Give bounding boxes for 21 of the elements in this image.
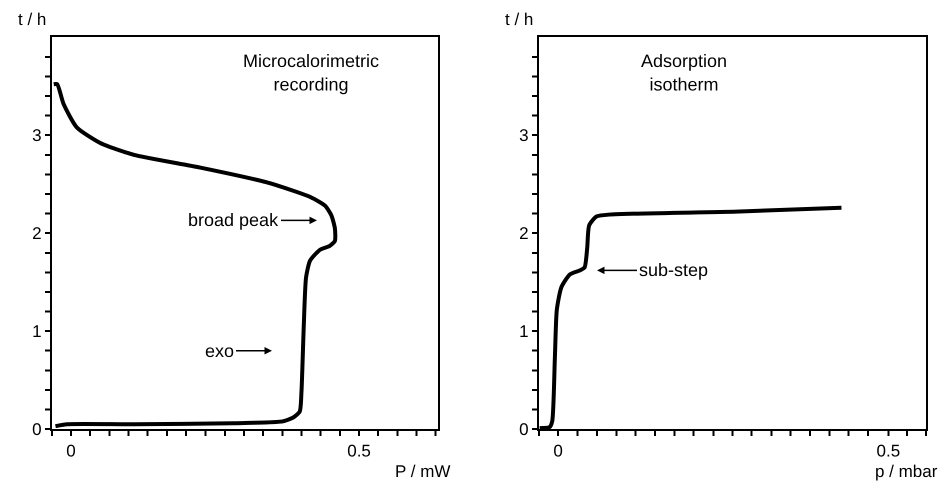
x-tick-label: 0 — [66, 442, 76, 461]
annotation: broad peak — [188, 210, 280, 230]
y-tick-label: 1 — [32, 322, 42, 342]
x-tick-label: 0 — [553, 442, 563, 461]
y-tick-label: 3 — [519, 126, 529, 146]
annotation: exo — [205, 341, 234, 361]
y-tick-label: 1 — [519, 322, 529, 342]
y-tick-label: 0 — [519, 420, 529, 440]
text: Microcalorimetric recording — [243, 51, 380, 94]
text: Adsorption isotherm — [641, 51, 728, 94]
x-tick-label: 0.5 — [876, 442, 900, 461]
annotation: sub-step — [639, 260, 708, 280]
x-axis-title: P / mW — [395, 462, 450, 481]
x-axis-title: p / mbar — [875, 462, 938, 481]
y-tick-label: 0 — [32, 420, 42, 440]
y-tick-label: 3 — [32, 126, 42, 146]
y-tick-label: 2 — [32, 224, 42, 244]
x-tick-label: 0.5 — [347, 442, 371, 461]
y-axis-title: t / h — [505, 10, 534, 29]
y-axis-title: t / h — [18, 10, 46, 29]
y-tick-label: 2 — [519, 224, 529, 244]
